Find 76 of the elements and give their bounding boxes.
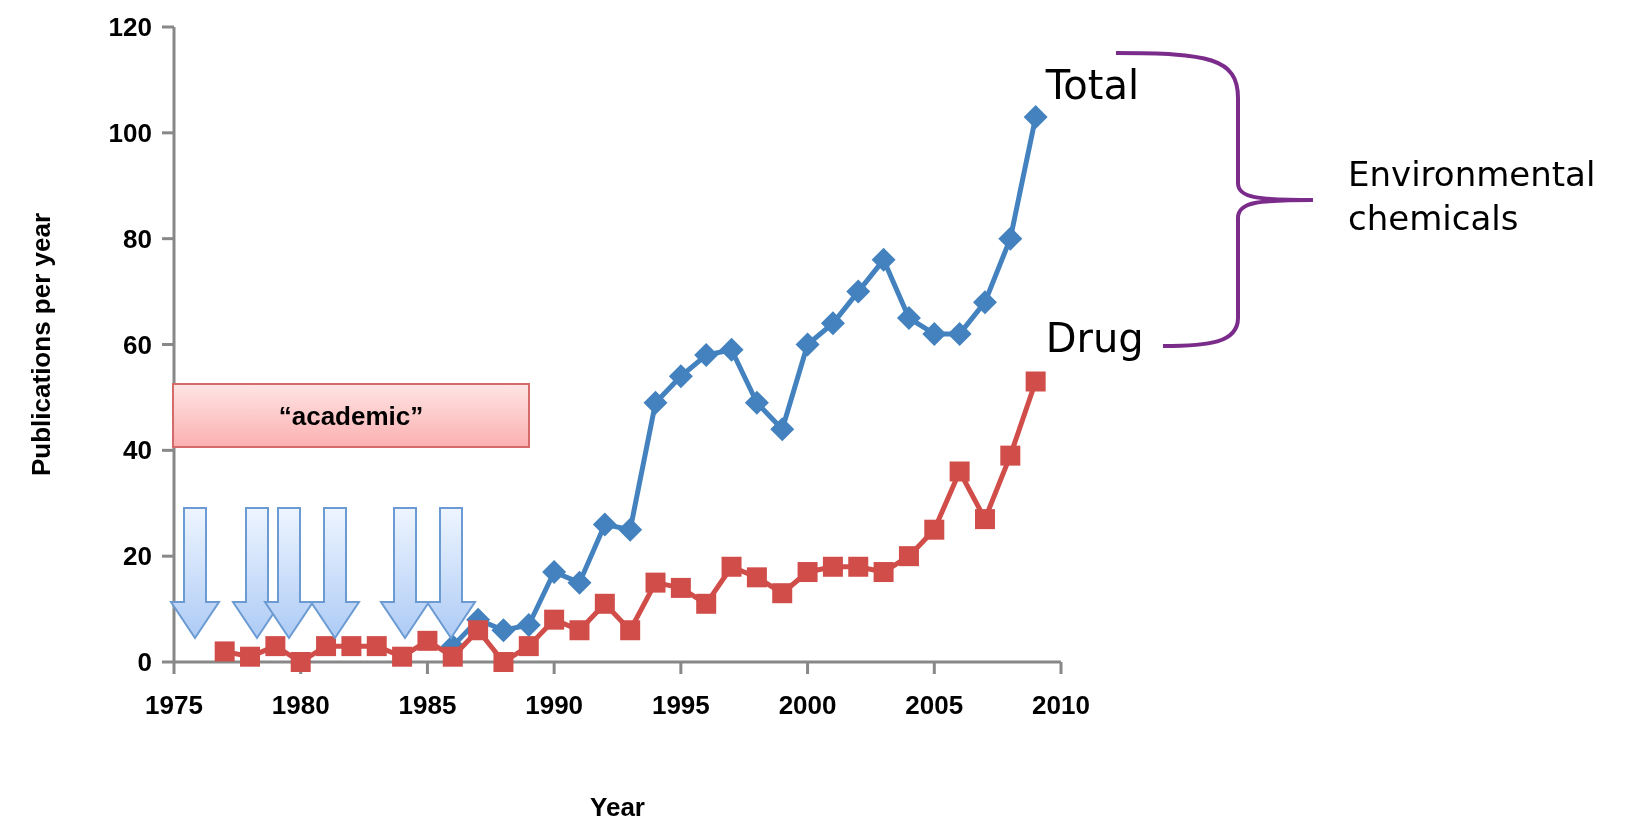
series-label: Total — [1044, 61, 1140, 108]
point — [772, 583, 793, 604]
point — [316, 636, 337, 657]
y-tick-label: 40 — [123, 435, 152, 466]
x-tick-label: 1985 — [398, 690, 457, 720]
point — [746, 567, 767, 588]
point — [848, 556, 869, 577]
point — [468, 620, 489, 641]
point — [366, 636, 387, 657]
point — [898, 546, 919, 567]
point — [670, 577, 691, 598]
point — [668, 364, 693, 389]
point — [620, 620, 641, 641]
point — [846, 279, 871, 304]
point — [491, 618, 516, 643]
y-tick-label: 100 — [108, 117, 152, 148]
point — [949, 461, 970, 482]
point — [214, 641, 235, 662]
x-tick-label: 2005 — [905, 690, 964, 720]
point — [341, 636, 362, 657]
point — [922, 321, 947, 346]
point — [265, 636, 286, 657]
point — [544, 609, 565, 630]
point — [871, 247, 896, 272]
point — [643, 390, 668, 415]
x-tick-label: 1995 — [651, 690, 710, 720]
point — [721, 556, 742, 577]
point — [822, 556, 843, 577]
point — [797, 562, 818, 583]
point — [392, 646, 413, 667]
point — [240, 646, 261, 667]
point — [645, 572, 666, 593]
point — [542, 560, 567, 585]
x-tick-label: 1990 — [525, 690, 584, 720]
point — [1025, 371, 1046, 392]
point — [795, 332, 820, 357]
x-tick-label: 2000 — [778, 690, 837, 720]
point — [1000, 445, 1021, 466]
point — [744, 390, 769, 415]
point — [417, 630, 438, 651]
x-tick-label: 2010 — [1032, 690, 1090, 720]
point — [873, 562, 894, 583]
point — [896, 306, 921, 331]
point — [518, 636, 539, 657]
point — [516, 612, 541, 637]
x-tick-label: 1980 — [271, 690, 330, 720]
point — [770, 417, 795, 442]
point — [924, 519, 945, 540]
y-tick-label: 20 — [123, 541, 152, 572]
point — [569, 620, 590, 641]
point — [1023, 104, 1048, 129]
y-tick-label: 0 — [137, 647, 152, 678]
y-tick-label: 80 — [123, 223, 152, 254]
point — [618, 517, 643, 542]
point — [972, 290, 997, 315]
annotation: “academic” — [278, 401, 424, 431]
y-tick-label: 120 — [108, 12, 152, 43]
point — [290, 652, 311, 672]
point — [493, 652, 514, 672]
y-axis-title: Publications per year — [26, 213, 56, 476]
text: Environmental chemicals — [1348, 154, 1596, 238]
point — [594, 593, 615, 614]
point — [567, 570, 592, 595]
point — [947, 321, 972, 346]
x-axis-title: Year — [590, 792, 645, 820]
point — [592, 512, 617, 537]
y-tick-label: 60 — [123, 329, 152, 360]
point — [998, 226, 1023, 251]
point — [696, 593, 717, 614]
point — [694, 343, 719, 368]
x-tick-label: 1975 — [145, 690, 203, 720]
point — [442, 646, 463, 667]
point — [974, 509, 995, 530]
point — [719, 337, 744, 362]
point — [820, 311, 845, 336]
series-label: Drug — [1045, 314, 1144, 361]
